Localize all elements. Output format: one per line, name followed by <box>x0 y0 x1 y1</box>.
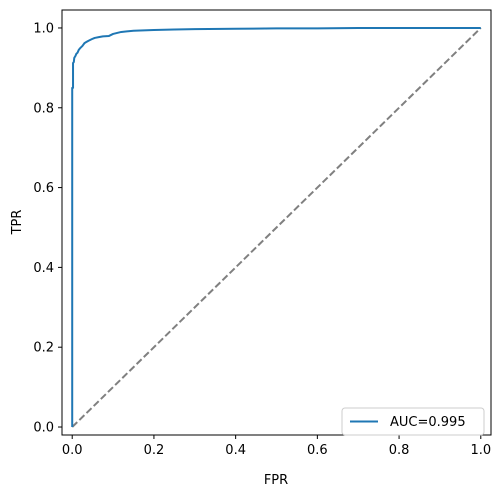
legend-box <box>341 407 485 436</box>
plot-frame <box>61 9 492 436</box>
y-axis-ticks: 0.0 0.2 0.4 0.6 0.8 1.0 <box>33 21 62 436</box>
x-tick-label: 0.6 <box>307 443 328 458</box>
x-tick-label: 1.0 <box>470 443 491 458</box>
legend-label: AUC=0.995 <box>390 415 466 430</box>
y-axis-label: TPR <box>10 210 25 236</box>
x-tick-label: 0.0 <box>62 443 83 458</box>
chance-diagonal-line <box>71 27 482 428</box>
y-tick-label: 1.0 <box>33 21 54 36</box>
y-tick-label: 0.4 <box>33 261 54 276</box>
series-layer <box>71 26 482 428</box>
x-axis-ticks: 0.0 0.2 0.4 0.6 0.8 1.0 <box>62 435 491 458</box>
y-tick-label: 0.0 <box>33 421 54 436</box>
x-tick-label: 0.2 <box>144 443 165 458</box>
y-tick-label: 0.6 <box>33 181 54 196</box>
y-tick-label: 0.8 <box>33 101 54 116</box>
legend: AUC=0.995 <box>341 407 485 436</box>
y-tick-label: 0.2 <box>33 341 54 356</box>
x-tick-label: 0.4 <box>225 443 246 458</box>
x-tick-label: 0.8 <box>389 443 410 458</box>
roc-curve-line <box>71 26 481 428</box>
x-axis-label: FPR <box>264 473 288 488</box>
